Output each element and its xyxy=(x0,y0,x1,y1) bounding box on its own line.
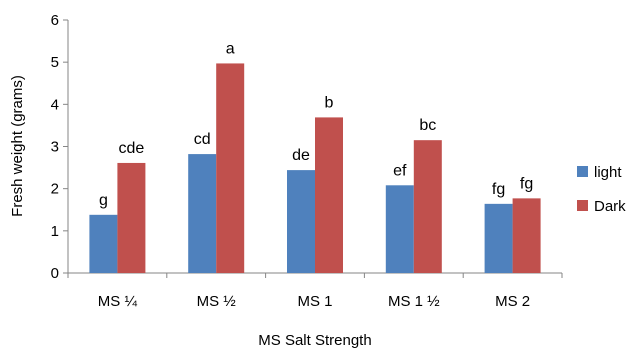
y-tick-label: 6 xyxy=(51,12,59,29)
x-category-label: MS 2 xyxy=(495,293,530,310)
legend-label-dark: Dark xyxy=(594,198,626,215)
data-labels: g cde cd a de b ef bc fg fg xyxy=(99,40,533,208)
y-tick-label: 4 xyxy=(51,96,59,113)
x-category-label: MS ¼ xyxy=(98,293,138,310)
legend-swatch-dark xyxy=(577,200,588,211)
y-tick-label: 0 xyxy=(51,265,59,282)
data-label: fg xyxy=(520,175,533,192)
data-label: cde xyxy=(119,140,145,157)
data-label: ef xyxy=(393,162,407,179)
data-label: b xyxy=(325,94,334,111)
bar-light-4 xyxy=(484,203,513,273)
data-label: a xyxy=(226,40,235,57)
legend-swatch-light xyxy=(577,166,588,177)
bar-light-0 xyxy=(89,214,118,273)
legend: light Dark xyxy=(577,164,626,215)
y-tick-label: 2 xyxy=(51,181,59,198)
y-tick-label: 5 xyxy=(51,54,59,71)
data-label: fg xyxy=(492,181,505,198)
bar-dark-3 xyxy=(413,140,442,273)
bar-light-2 xyxy=(287,170,315,273)
y-axis-ticks: 0 1 2 3 4 5 6 xyxy=(51,12,68,282)
x-category-label: MS 1 xyxy=(297,293,332,310)
y-axis-title: Fresh weight (grams) xyxy=(9,75,26,217)
bar-dark-1 xyxy=(216,63,245,273)
bar-dark-0 xyxy=(117,162,146,273)
bars xyxy=(89,63,541,273)
bar-dark-2 xyxy=(315,117,343,273)
bar-dark-4 xyxy=(512,198,541,273)
data-label: bc xyxy=(419,117,436,134)
x-category-label: MS ½ xyxy=(197,293,237,310)
data-label: g xyxy=(99,192,108,209)
data-label: de xyxy=(292,147,310,164)
bar-light-1 xyxy=(188,154,217,273)
y-tick-label: 3 xyxy=(51,139,59,156)
y-tick-label: 1 xyxy=(51,223,59,240)
bar-light-3 xyxy=(385,185,414,273)
x-category-label: MS 1 ½ xyxy=(388,293,440,310)
legend-label-light: light xyxy=(594,164,622,181)
data-label: cd xyxy=(194,131,211,148)
x-axis-title: MS Salt Strength xyxy=(258,332,371,349)
x-axis-categories: MS ¼ MS ½ MS 1 MS 1 ½ MS 2 xyxy=(67,273,563,310)
